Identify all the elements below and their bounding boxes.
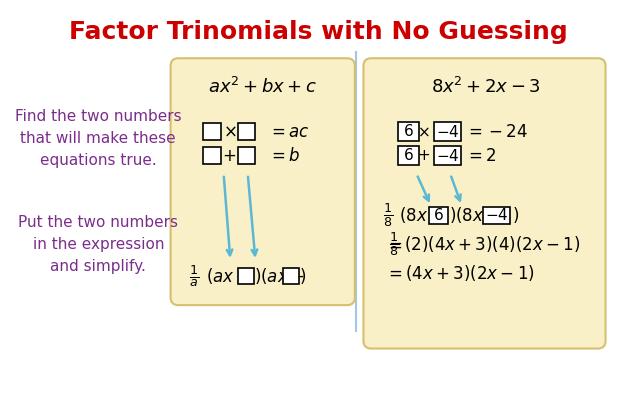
Text: $\frac{1}{a}$: $\frac{1}{a}$ [189, 263, 199, 289]
Text: $\frac{1}{8}$: $\frac{1}{8}$ [382, 202, 393, 229]
Text: Find the two numbers
that will make these
equations true.: Find the two numbers that will make thes… [15, 109, 182, 168]
Text: $\times$: $\times$ [417, 124, 429, 139]
FancyBboxPatch shape [238, 123, 255, 140]
Text: $= -24$: $= -24$ [465, 123, 528, 140]
Text: $= b$: $= b$ [268, 147, 300, 165]
Text: $)$: $)$ [512, 205, 519, 225]
FancyBboxPatch shape [364, 58, 606, 348]
Text: 6: 6 [404, 124, 414, 139]
FancyBboxPatch shape [429, 207, 448, 224]
Text: $)$: $)$ [299, 266, 306, 286]
Text: $=$: $=$ [385, 235, 402, 253]
Text: $+$: $+$ [417, 148, 430, 163]
FancyBboxPatch shape [203, 147, 221, 164]
Text: 6: 6 [404, 148, 414, 163]
FancyBboxPatch shape [434, 146, 461, 165]
FancyBboxPatch shape [483, 207, 510, 224]
Text: $ax^2+bx+c$: $ax^2+bx+c$ [208, 77, 317, 97]
FancyBboxPatch shape [238, 269, 253, 284]
Text: $-4$: $-4$ [485, 207, 508, 223]
Text: $(ax+$: $(ax+$ [206, 266, 250, 286]
Text: 6: 6 [434, 208, 443, 223]
Text: $)(8x+$: $)(8x+$ [450, 205, 500, 225]
FancyBboxPatch shape [398, 122, 419, 141]
Text: $(8x+$: $(8x+$ [399, 205, 443, 225]
FancyBboxPatch shape [283, 269, 299, 284]
Text: $8x^2+2x-3$: $8x^2+2x-3$ [431, 77, 541, 97]
Text: $\frac{1}{8}$: $\frac{1}{8}$ [389, 231, 399, 258]
FancyBboxPatch shape [203, 123, 221, 140]
Text: Factor Trinomials with No Guessing: Factor Trinomials with No Guessing [69, 20, 567, 44]
Text: Put the two numbers
in the expression
and simplify.: Put the two numbers in the expression an… [18, 215, 178, 274]
Text: $(2)(4x+3)(4)(2x-1)$: $(2)(4x+3)(4)(2x-1)$ [404, 234, 581, 254]
Text: $=(4x+3)(2x-1)$: $=(4x+3)(2x-1)$ [385, 263, 534, 284]
FancyBboxPatch shape [238, 147, 255, 164]
Text: $-4$: $-4$ [436, 148, 459, 164]
Text: $= 2$: $= 2$ [465, 147, 496, 165]
FancyBboxPatch shape [434, 122, 461, 141]
FancyBboxPatch shape [398, 146, 419, 165]
FancyBboxPatch shape [171, 58, 355, 305]
Text: $= ac$: $= ac$ [268, 123, 310, 140]
Text: $\times$: $\times$ [223, 123, 236, 140]
Text: $+$: $+$ [223, 147, 236, 165]
Text: $-4$: $-4$ [436, 124, 459, 140]
Text: $)(ax+$: $)(ax+$ [253, 266, 304, 286]
